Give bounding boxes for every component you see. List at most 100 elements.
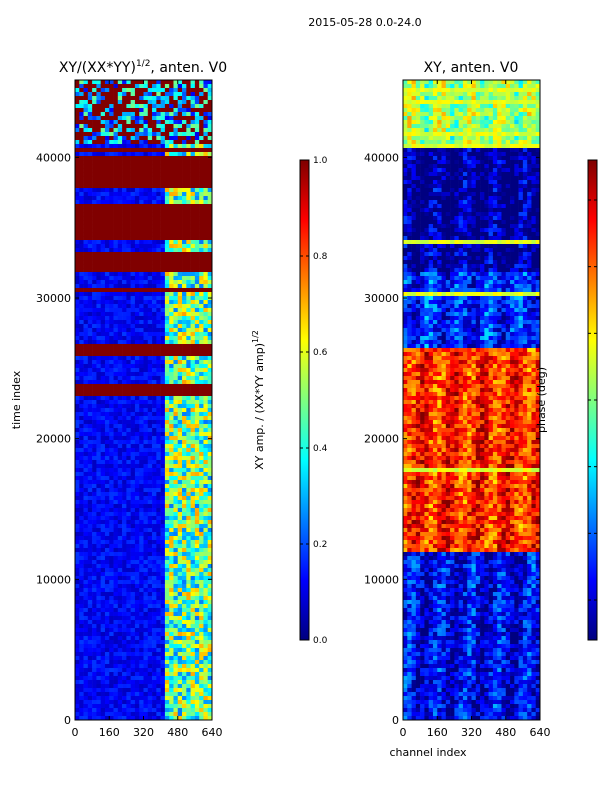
left-heatmap-cell [96, 264, 101, 269]
left-heatmap-cell [173, 172, 179, 177]
left-heatmap-cell [83, 460, 89, 465]
left-heatmap-cell [100, 340, 106, 345]
left-heatmap-cell [83, 688, 89, 693]
left-heatmap-cell [173, 376, 179, 381]
left-heatmap-cell [160, 168, 166, 173]
left-heatmap-cell [156, 568, 161, 573]
left-heatmap-cell [143, 300, 149, 305]
left-heatmap-cell [147, 264, 153, 269]
left-heatmap-cell [203, 468, 209, 473]
left-heatmap-cell [104, 92, 110, 97]
left-heatmap-cell [104, 496, 110, 501]
left-heatmap-cell [87, 476, 93, 481]
left-heatmap-cell [190, 404, 196, 409]
left-heatmap-cell [203, 428, 209, 433]
left-heatmap-cell [152, 440, 157, 445]
left-heatmap-cell [104, 600, 110, 605]
left-heatmap-cell [122, 584, 127, 589]
left-heatmap-cell [104, 268, 110, 273]
left-heatmap-cell [122, 104, 127, 109]
left-heatmap-cell [203, 348, 209, 353]
left-heatmap-cell [117, 124, 123, 129]
left-heatmap-cell [104, 236, 110, 241]
left-heatmap-cell [182, 108, 187, 113]
left-heatmap-cell [122, 516, 127, 521]
left-heatmap-cell [190, 224, 196, 229]
left-heatmap-cell [190, 408, 196, 413]
left-heatmap-cell [100, 464, 106, 469]
left-heatmap-cell [109, 584, 114, 589]
left-heatmap-cell [164, 588, 170, 593]
left-heatmap-cell [203, 604, 209, 609]
left-heatmap-cell [207, 256, 212, 261]
left-heatmap-cell [130, 644, 136, 649]
left-heatmap-cell [194, 384, 200, 389]
left-heatmap-cell [83, 668, 89, 673]
left-heatmap-cell [75, 192, 80, 197]
left-heatmap-cell [100, 288, 106, 293]
left-heatmap-cell [152, 140, 157, 145]
left-heatmap-cell [87, 400, 93, 405]
left-heatmap-cell [182, 164, 187, 169]
left-heatmap-cell [169, 552, 174, 557]
left-heatmap-cell [173, 496, 179, 501]
left-heatmap-cell [87, 428, 93, 433]
left-heatmap-cell [75, 232, 80, 237]
left-heatmap-cell [160, 228, 166, 233]
left-heatmap-cell [117, 116, 123, 121]
left-heatmap-cell [100, 640, 106, 645]
left-heatmap-cell [87, 188, 93, 193]
left-heatmap-cell [203, 336, 209, 341]
left-heatmap-cell [79, 332, 84, 337]
left-heatmap-cell [199, 388, 204, 393]
left-heatmap-cell [109, 184, 114, 189]
left-heatmap-cell [169, 292, 174, 297]
left-heatmap-cell [130, 336, 136, 341]
left-heatmap-cell [177, 676, 183, 681]
left-heatmap-cell [104, 100, 110, 105]
left-heatmap-cell [143, 644, 149, 649]
left-heatmap-cell [100, 504, 106, 509]
left-heatmap-cell [207, 556, 212, 561]
left-heatmap-cell [203, 628, 209, 633]
left-heatmap-cell [177, 172, 183, 177]
left-heatmap-cell [75, 320, 80, 325]
left-heatmap-cell [75, 80, 80, 85]
left-heatmap-cell [79, 144, 84, 149]
left-heatmap-cell [126, 664, 131, 669]
left-heatmap-cell [164, 648, 170, 653]
left-heatmap-cell [100, 536, 106, 541]
left-heatmap-cell [182, 584, 187, 589]
left-heatmap-cell [96, 296, 101, 301]
left-heatmap-cell [199, 332, 204, 337]
left-heatmap-cell [194, 448, 200, 453]
left-heatmap-cell [147, 604, 153, 609]
left-heatmap-cell [83, 340, 89, 345]
left-heatmap-cell [207, 312, 212, 317]
left-heatmap-cell [126, 448, 131, 453]
left-heatmap-cell [139, 208, 144, 213]
left-heatmap-cell [87, 448, 93, 453]
left-heatmap-cell [126, 92, 131, 97]
left-heatmap-cell [177, 176, 183, 181]
left-heatmap-cell [87, 676, 93, 681]
left-heatmap-cell [156, 396, 161, 401]
left-heatmap-cell [104, 240, 110, 245]
left-heatmap-cell [122, 380, 127, 385]
left-heatmap-cell [156, 468, 161, 473]
left-heatmap-cell [79, 392, 84, 397]
left-heatmap-cell [126, 164, 131, 169]
left-heatmap-cell [130, 172, 136, 177]
left-heatmap-cell [92, 292, 97, 297]
left-heatmap-cell [199, 528, 204, 533]
left-heatmap-cell [169, 276, 174, 281]
left-heatmap-cell [152, 516, 157, 521]
left-heatmap-cell [190, 532, 196, 537]
left-heatmap-cell [79, 248, 84, 253]
left-heatmap-cell [152, 512, 157, 517]
left-heatmap-cell [173, 136, 179, 141]
left-heatmap-cell [177, 492, 183, 497]
left-heatmap-cell [83, 444, 89, 449]
left-heatmap-cell [143, 532, 149, 537]
left-heatmap-cell [100, 460, 106, 465]
